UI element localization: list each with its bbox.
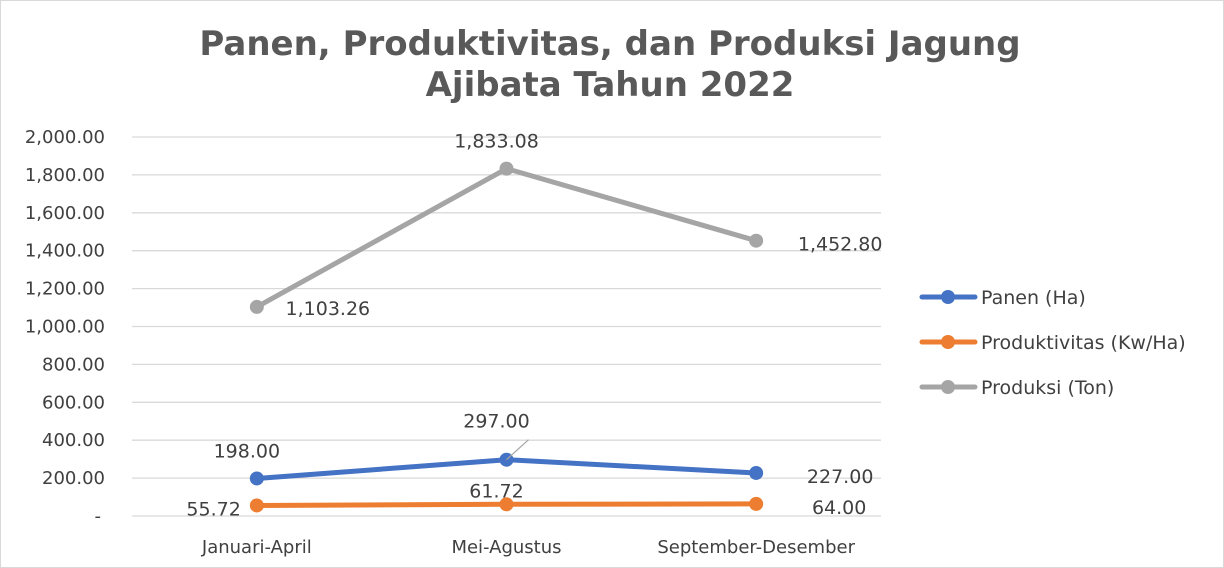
data-point [249, 471, 264, 486]
legend-marker [941, 290, 955, 304]
data-label: 198.00 [214, 440, 280, 462]
x-tick-label: September-Desember [657, 537, 855, 558]
y-tick-label: 1,600.00 [25, 203, 105, 224]
y-tick-label: 600.00 [42, 392, 105, 413]
legend-label: Panen (Ha) [981, 287, 1086, 309]
chart-title-line-1: Panen, Produktivitas, dan Produksi Jagun… [199, 24, 1020, 64]
x-tick-label: Mei-Agustus [451, 537, 561, 558]
y-tick-label: 2,000.00 [25, 127, 105, 148]
data-label: 64.00 [812, 497, 866, 519]
data-point [249, 498, 264, 513]
data-point [499, 497, 514, 512]
label-leader-line [506, 439, 529, 461]
data-point [499, 161, 514, 176]
y-tick-label: 1,200.00 [25, 279, 105, 300]
y-tick-label: 1,000.00 [25, 317, 105, 338]
data-point [749, 233, 764, 248]
data-label: 227.00 [807, 466, 873, 488]
data-point [249, 299, 264, 314]
legend-label: Produktivitas (Kw/Ha) [981, 332, 1186, 354]
data-label: 1,452.80 [798, 234, 883, 256]
y-tick-label: 1,400.00 [25, 241, 105, 262]
data-label: 61.72 [469, 480, 523, 502]
data-label: 1,833.08 [454, 131, 539, 153]
x-tick-label: Januari-April [201, 537, 312, 558]
data-label: 1,103.26 [286, 298, 371, 320]
y-tick-label: 800.00 [42, 354, 105, 375]
series-line [254, 166, 759, 310]
y-tick-label: 400.00 [42, 430, 105, 451]
y-tick-label: 1,800.00 [25, 165, 105, 186]
data-point [749, 465, 764, 480]
legend-marker [941, 335, 955, 349]
x-axis-ticks: Januari-April Mei-Agustus September-Desemb… [201, 537, 856, 558]
data-point [749, 496, 764, 511]
legend-label: Produksi (Ton) [981, 377, 1114, 399]
data-labels: 198.00 297.00 227.00 55.72 61.72 64.00 1,103.2… [186, 131, 882, 521]
series-lines [249, 161, 764, 513]
chart-title-line-2: Ajibata Tahun 2022 [426, 65, 795, 105]
legend: Panen (Ha) Produktivitas (Kw/Ha) Produksi … [919, 287, 1186, 399]
legend-marker [941, 380, 955, 394]
y-tick-label: 200.00 [42, 468, 105, 489]
y-tick-label: - [95, 506, 102, 527]
y-axis-ticks: - 200.00 400.00 600.00 800.00 1,000.00 1,200.0… [25, 127, 105, 527]
data-label: 55.72 [186, 498, 240, 520]
data-label: 297.00 [463, 411, 529, 433]
